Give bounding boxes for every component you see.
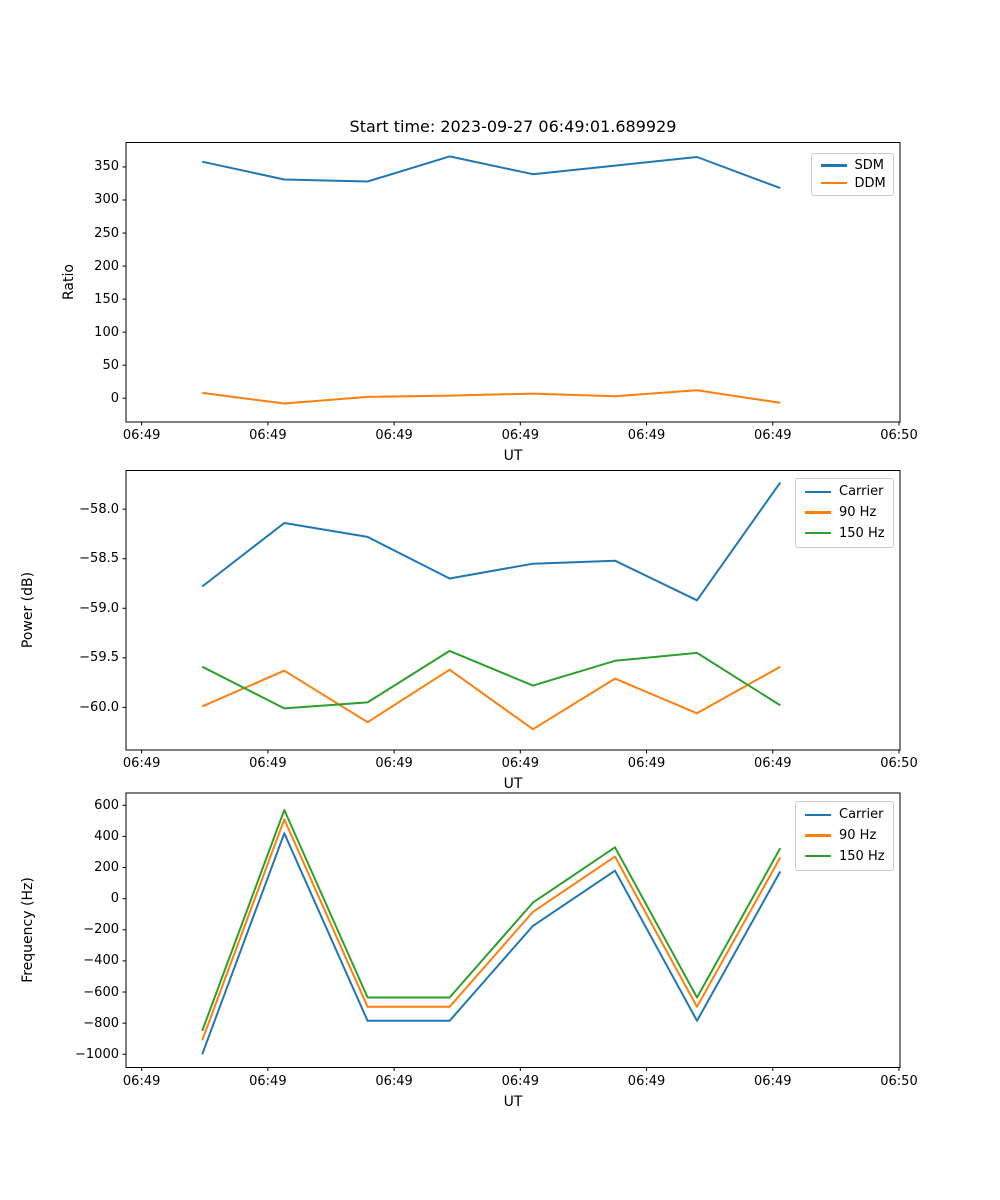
legend: SDM DDM xyxy=(810,152,894,196)
150-hz-line xyxy=(201,649,781,710)
y-tick-label: −800 xyxy=(83,1015,119,1031)
y-tick-label: 50 xyxy=(102,357,119,373)
legend-entry-label: SDM xyxy=(854,157,884,173)
x-tick-label: 06:49 xyxy=(249,756,287,771)
y-tick-label: −58.0 xyxy=(79,501,119,517)
figure-title: Start time: 2023-09-27 06:49:01.689929 xyxy=(349,117,677,136)
x-tick-label: 06:49 xyxy=(754,428,792,443)
y-tick-label: 100 xyxy=(94,324,119,340)
legend-entry: Carrier xyxy=(796,484,893,499)
carrier-line xyxy=(201,832,782,1055)
x-tick-label: 06:50 xyxy=(880,756,918,771)
legend-entry-label: 90 Hz xyxy=(839,504,877,520)
legend-line-sample xyxy=(805,854,831,858)
y-tick-label: 350 xyxy=(94,159,119,175)
90-hz-line xyxy=(201,818,782,1041)
x-tick-label: 06:50 xyxy=(880,1073,918,1089)
y-tick-label: 150 xyxy=(94,291,119,307)
x-axis-label: UT xyxy=(503,448,523,464)
sdm-line xyxy=(201,155,781,190)
legend-entry: 150 Hz xyxy=(796,849,893,864)
y-tick-label: −1000 xyxy=(75,1046,119,1062)
legend-line-sample xyxy=(805,813,831,817)
x-tick-label: 06:49 xyxy=(249,1073,287,1089)
y-tick-label: 200 xyxy=(94,258,119,274)
x-tick-label: 06:49 xyxy=(122,428,161,443)
x-tick-label: 06:50 xyxy=(880,428,918,443)
legend-entry: SDM xyxy=(812,158,893,173)
ddm-line xyxy=(202,389,781,405)
150-hz-line xyxy=(201,809,782,1032)
x-tick-label: 06:49 xyxy=(627,756,666,771)
y-tick-label: −59.5 xyxy=(79,650,119,666)
y-tick-label: −58.5 xyxy=(79,551,119,567)
y-tick-label: −59.0 xyxy=(79,600,119,616)
y-tick-label: −200 xyxy=(83,922,119,938)
x-tick-label: 06:49 xyxy=(249,428,287,443)
legend-line-sample xyxy=(820,164,847,167)
legend-entry-label: Carrier xyxy=(839,484,884,500)
legend-entry-label: 150 Hz xyxy=(839,525,885,541)
y-tick-label: 600 xyxy=(94,797,119,813)
x-tick-label: 06:49 xyxy=(627,428,666,443)
carrier-line xyxy=(201,481,782,602)
y-tick-label: −600 xyxy=(83,984,119,1000)
legend-entry: 90 Hz xyxy=(796,828,893,843)
legend-entry: DDM xyxy=(812,176,893,191)
x-tick-label: 06:49 xyxy=(122,1073,161,1089)
x-axis-label: UT xyxy=(503,1093,523,1110)
x-tick-label: 06:49 xyxy=(754,756,792,771)
legend-entry: Carrier xyxy=(796,807,893,822)
y-tick-label: 0 xyxy=(110,891,119,907)
x-tick-label: 06:49 xyxy=(375,428,413,443)
legend-entry-label: 90 Hz xyxy=(839,827,877,843)
y-tick-label: −60.0 xyxy=(79,699,119,715)
y-tick-label: 400 xyxy=(94,828,119,844)
axes-frame xyxy=(125,142,901,423)
legend-line-sample xyxy=(805,511,831,514)
y-axis-label: Power (dB) xyxy=(20,572,36,649)
x-tick-label: 06:49 xyxy=(627,1073,666,1089)
y-tick-label: −400 xyxy=(83,953,119,969)
legend-line-sample xyxy=(805,834,831,837)
90-hz-line xyxy=(201,665,781,731)
legend-entry-label: 150 Hz xyxy=(839,848,885,864)
x-axis-label: UT xyxy=(503,776,523,792)
legend: Carrier 90 Hz 150 Hz xyxy=(795,800,894,871)
legend-line-sample xyxy=(805,531,831,535)
legend-entry: 90 Hz xyxy=(796,505,893,520)
legend-entry-label: DDM xyxy=(854,175,886,191)
x-tick-label: 06:49 xyxy=(754,1073,792,1089)
legend-entry-label: Carrier xyxy=(839,807,884,823)
x-tick-label: 06:49 xyxy=(501,428,540,443)
y-tick-label: 250 xyxy=(94,225,119,241)
legend-line-sample xyxy=(820,181,847,185)
y-tick-label: 0 xyxy=(110,390,119,406)
y-tick-label: 300 xyxy=(94,192,119,208)
x-tick-label: 06:49 xyxy=(122,756,161,771)
x-tick-label: 06:49 xyxy=(375,1073,413,1089)
legend-entry: 150 Hz xyxy=(796,526,893,541)
legend-line-sample xyxy=(805,490,831,494)
legend: Carrier 90 Hz 150 Hz xyxy=(795,477,894,548)
x-tick-label: 06:49 xyxy=(375,756,413,771)
x-tick-label: 06:49 xyxy=(501,1073,540,1089)
x-tick-label: 06:49 xyxy=(501,756,540,771)
y-axis-label: Ratio xyxy=(61,264,77,301)
y-tick-label: 200 xyxy=(94,860,119,876)
y-axis-label: Frequency (Hz) xyxy=(20,877,36,984)
axes-frame xyxy=(125,470,901,751)
